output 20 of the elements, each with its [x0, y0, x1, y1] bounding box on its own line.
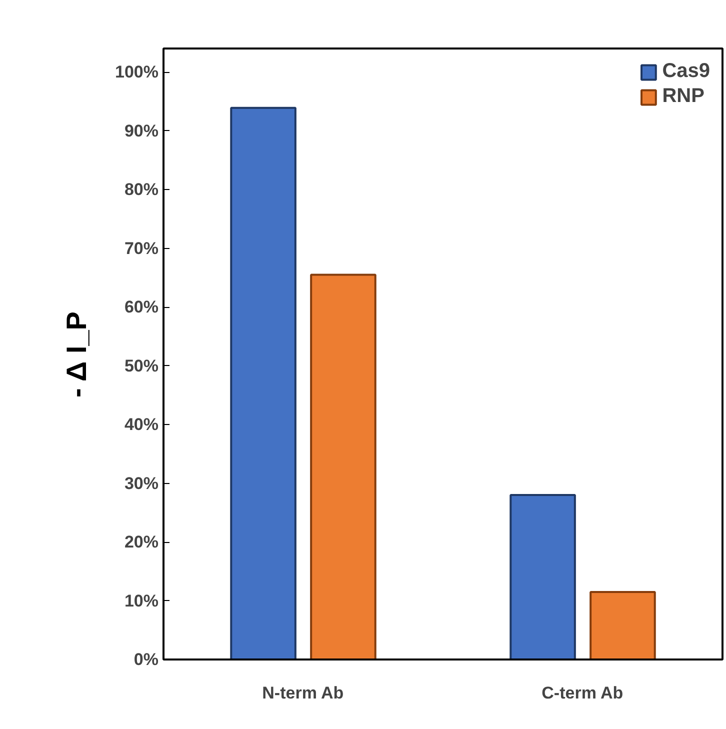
y-tick-label: 80%	[124, 180, 159, 199]
y-tick-label: 10%	[124, 591, 159, 610]
x-tick-label: C-term Ab	[542, 684, 624, 702]
y-axis-title: - Δ I_P	[61, 312, 92, 398]
x-tick-label: N-term Ab	[262, 684, 344, 702]
bar	[590, 590, 656, 660]
y-tick-label: 70%	[124, 238, 159, 258]
y-tick-label: 50%	[124, 356, 159, 376]
bar	[310, 274, 376, 660]
y-tick-label: 20%	[124, 532, 159, 552]
y-tick-label: 40%	[124, 415, 159, 434]
y-tick-label: 0%	[134, 650, 159, 669]
legend-label: Cas9	[662, 60, 710, 83]
y-tick-label: 30%	[124, 474, 159, 493]
y-tick-label: 60%	[124, 298, 159, 316]
legend-label: RNP	[662, 85, 704, 108]
bar	[230, 106, 296, 660]
bar	[510, 494, 576, 660]
y-tick-label: 90%	[124, 121, 159, 140]
y-tick-label: 100%	[115, 62, 159, 82]
